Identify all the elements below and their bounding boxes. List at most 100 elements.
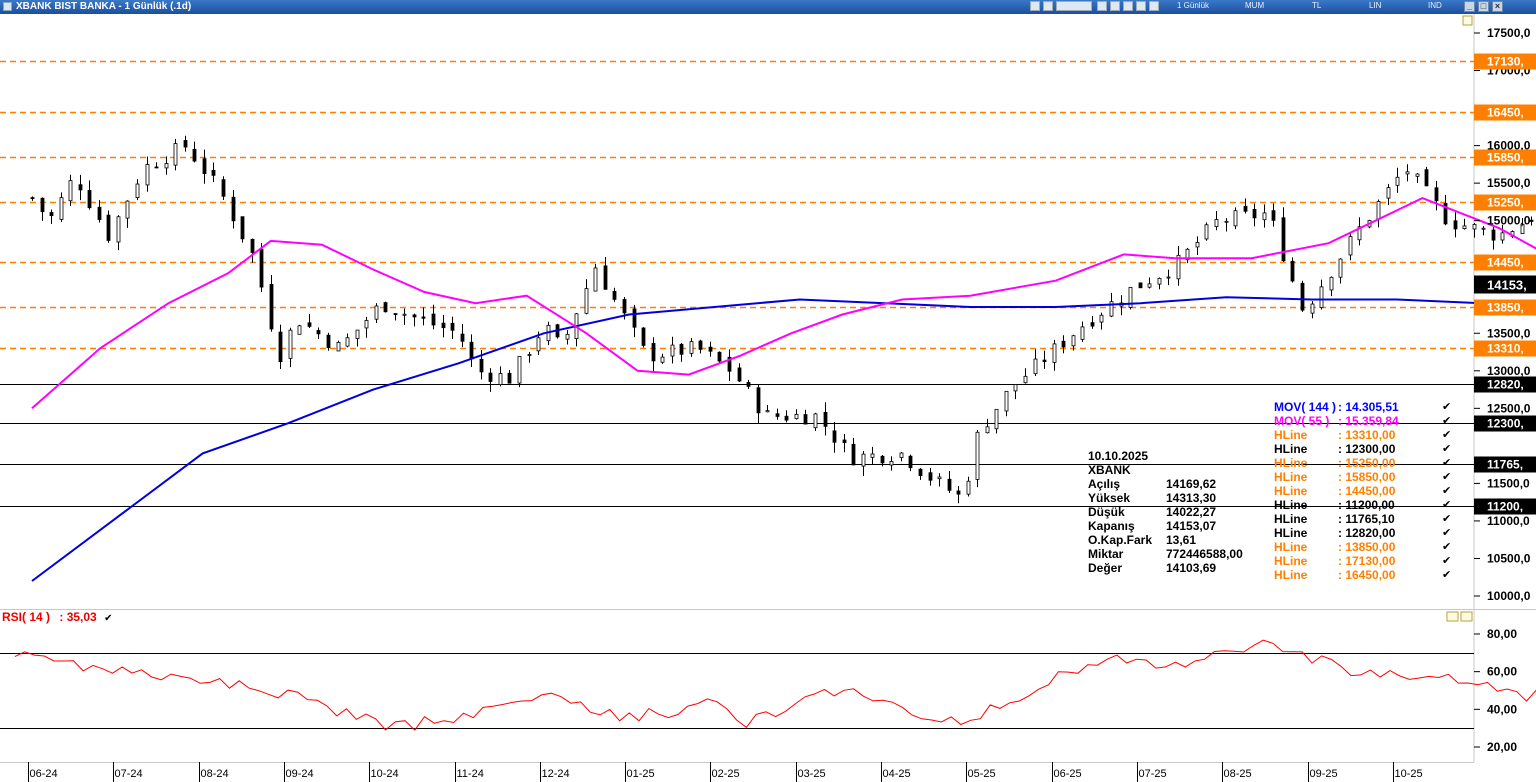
period-menu[interactable]: 1 Günlük [1177,1,1210,10]
legend-check-icon[interactable]: ✔ [1442,443,1452,455]
mov55-line [31,197,1536,410]
candle-body [355,329,360,339]
candle-body [68,180,73,202]
legend-label: HLine [1274,526,1308,540]
candle-body [593,267,598,292]
candle-body [899,452,904,458]
candle-body [985,426,990,434]
info-value-low: 14022,27 [1166,505,1217,519]
legend-check-icon[interactable]: ✔ [1442,527,1452,539]
settings-tool-icon[interactable] [1149,1,1159,11]
rsi-tick-label: 20,00 [1487,740,1517,754]
legend-check-icon[interactable]: ✔ [1442,457,1452,469]
candle-body [1080,326,1085,340]
chart-style-menu[interactable]: MUM [1245,1,1265,10]
candle-body [116,216,121,243]
candle-body [928,472,933,481]
indicator-tool-icon[interactable] [1136,1,1146,11]
legend-row: HLine: 15250,00 [1274,456,1395,470]
hline-label-box [1474,415,1536,432]
candle-body [832,430,837,443]
candle-body [59,197,64,220]
candle-body [469,341,474,360]
candle-body [269,284,274,330]
legend-check-icon[interactable]: ✔ [1442,499,1452,511]
candle-body [49,212,54,217]
candle-body [679,343,684,355]
info-value-close: 14153,07 [1166,519,1217,533]
line-tool-icon[interactable] [1123,1,1133,11]
candle-body [1023,375,1028,384]
candle-body [689,341,694,354]
legend-label: HLine [1274,456,1308,470]
candle-body [1472,224,1477,230]
hline-label: 14450, [1487,256,1524,270]
legend-row: HLine : 12820,00 [1274,526,1395,540]
indicator-menu[interactable]: IND [1428,1,1442,10]
grid-tool-icon[interactable] [1097,1,1107,11]
rsi-check-icon[interactable]: ✔ [104,613,113,624]
candle-body [125,200,130,219]
maximize-button[interactable]: □ [1478,1,1489,12]
legend-row: HLine: 17130,00 [1274,554,1395,568]
candle-body [727,356,732,372]
candle-body [1405,171,1410,175]
candle-body [622,299,627,314]
candle-body [1281,217,1286,262]
panel-buttons-top[interactable] [1462,15,1473,26]
panel-buttons-rsi[interactable] [1446,611,1473,622]
scale-menu[interactable]: LIN [1369,1,1382,10]
price-tick-label: 12500,0 [1487,401,1531,415]
cursor-tool-icon[interactable] [1030,1,1040,11]
legend-check-icon[interactable]: ✔ [1442,555,1452,567]
hline-label: 11200, [1487,500,1523,514]
candle-body [154,166,159,169]
hline-label: 13850, [1487,301,1524,315]
candle-body [135,183,140,199]
legend-check-icon[interactable]: ✔ [1442,513,1452,525]
legend-check-icon[interactable]: ✔ [1442,401,1452,413]
legend-value: : 15.359,84 [1338,414,1399,428]
legend-check-icon[interactable]: ✔ [1442,429,1452,441]
rsi-label: RSI( 14 ) : 35,03 ✔ [2,610,112,624]
candle-body [431,313,436,326]
candle-body [1491,229,1496,241]
legend-check-icon[interactable]: ✔ [1442,569,1452,581]
price-tick-label: 11000,0 [1487,514,1530,528]
hline-label-box [1474,498,1536,515]
close-button[interactable]: × [1492,1,1503,12]
zoom-tool-icon[interactable] [1043,1,1053,11]
date-tick-label: 06-25 [1054,768,1082,780]
candle-body [584,288,589,314]
candle-body [307,322,312,327]
candle-body [1224,220,1229,223]
compare-tool-icon[interactable] [1110,1,1120,11]
legend-check-icon[interactable]: ✔ [1442,485,1452,497]
candle-body [1128,286,1133,308]
hline-group [0,60,1474,507]
candle-body [889,461,894,466]
candle-body [918,468,923,476]
candle-body [660,356,665,363]
candle-body [1310,303,1315,314]
candle-body [1214,219,1219,228]
minimize-button[interactable]: _ [1464,1,1475,12]
legend-check-icon[interactable]: ✔ [1442,415,1452,427]
candle-body [746,382,751,387]
hline-label: 13310, [1487,342,1524,356]
currency-menu[interactable]: TL [1312,1,1322,10]
candle-body [527,354,532,356]
candle-body [536,337,541,352]
candle-body [737,367,742,382]
price-tick-label: 16000,0 [1487,139,1531,153]
candle-body [775,413,780,417]
legend-value: : 12820,00 [1338,526,1396,540]
candle-body [1071,335,1076,347]
symbol-box-icon[interactable] [1056,1,1092,11]
candle-body [1395,176,1400,186]
legend-check-icon[interactable]: ✔ [1442,541,1452,553]
hline-label-box [1474,340,1536,357]
legend-row: HLine: 16450,00 [1274,568,1395,582]
legend-check-icon[interactable]: ✔ [1442,471,1452,483]
